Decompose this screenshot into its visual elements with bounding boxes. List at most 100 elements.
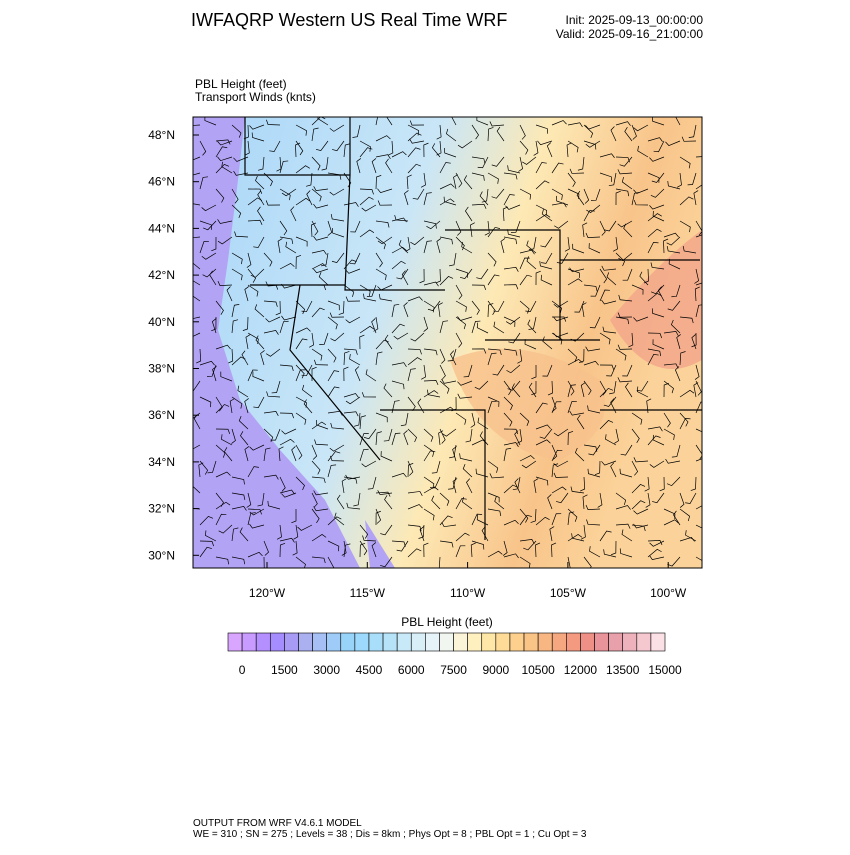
barb — [657, 286, 665, 302]
barb — [556, 492, 569, 504]
barb — [487, 303, 494, 318]
barb — [279, 320, 289, 334]
barb — [503, 194, 515, 206]
barb — [427, 300, 441, 311]
barb — [311, 307, 325, 318]
barb — [470, 542, 476, 558]
barb — [535, 213, 551, 222]
barb — [695, 401, 702, 414]
barb — [691, 334, 697, 350]
barb — [279, 262, 295, 270]
barb — [494, 496, 505, 510]
barb — [487, 492, 500, 503]
barb — [409, 120, 425, 126]
barb — [327, 410, 343, 416]
barb — [659, 476, 665, 492]
barb — [610, 398, 617, 414]
barb — [281, 188, 297, 197]
barb — [530, 508, 537, 523]
barb — [567, 268, 580, 278]
barb — [371, 542, 377, 558]
barb — [215, 428, 231, 435]
barb — [633, 188, 649, 194]
barb — [535, 402, 548, 414]
barb — [551, 513, 562, 526]
lon-label: 120°W — [249, 586, 286, 600]
barb — [487, 400, 497, 414]
barb — [609, 380, 617, 395]
barb — [359, 196, 374, 206]
barb — [427, 389, 441, 398]
barb — [346, 502, 361, 510]
barb — [439, 540, 454, 548]
barb — [238, 416, 249, 430]
barb — [487, 127, 494, 142]
barb — [407, 163, 421, 174]
barb — [688, 124, 697, 139]
barb — [679, 196, 694, 206]
barb — [503, 266, 519, 272]
barb — [295, 124, 307, 136]
barb — [502, 206, 508, 222]
barb — [466, 478, 473, 494]
color-swatch — [368, 632, 384, 652]
barb — [409, 138, 425, 144]
barb — [446, 128, 457, 142]
barb — [633, 200, 649, 206]
barb — [450, 350, 457, 366]
barb — [599, 420, 614, 430]
barb — [231, 268, 243, 281]
barb — [535, 542, 541, 558]
barb — [439, 364, 446, 380]
barb — [436, 238, 442, 254]
barb — [217, 140, 233, 146]
barb — [479, 191, 489, 206]
barb — [311, 117, 326, 126]
barb — [263, 172, 273, 187]
barb — [576, 414, 585, 430]
barb — [484, 220, 490, 236]
colorbar-label: 9000 — [482, 663, 509, 677]
barb — [311, 220, 319, 236]
barb — [525, 300, 537, 312]
barb — [695, 556, 702, 561]
barb — [519, 124, 526, 140]
barb — [503, 236, 518, 245]
barb — [691, 332, 697, 348]
barb — [327, 172, 342, 180]
barb — [586, 519, 601, 526]
lat-label: 30°N — [148, 548, 175, 562]
barb — [193, 262, 201, 270]
barb — [481, 188, 489, 203]
barb — [391, 260, 406, 270]
map-area — [193, 117, 702, 568]
barb — [695, 505, 702, 510]
barb — [455, 532, 470, 542]
barb — [676, 172, 682, 188]
color-swatch — [481, 632, 497, 652]
barb — [647, 332, 663, 339]
barb — [615, 348, 627, 361]
barb — [503, 172, 518, 180]
colorbar-label: 4500 — [356, 663, 383, 677]
barb — [199, 176, 209, 190]
barb — [606, 272, 617, 286]
barb — [603, 549, 617, 558]
barb — [375, 351, 383, 366]
barb — [290, 206, 297, 222]
barb — [338, 300, 345, 315]
barb — [380, 451, 393, 462]
barb — [431, 143, 441, 158]
barb — [359, 543, 366, 558]
barb — [331, 252, 345, 263]
colorbar-label: 7500 — [440, 663, 467, 677]
colorbar-label: 0 — [239, 663, 246, 677]
barb — [279, 160, 289, 174]
color-swatch — [650, 632, 666, 652]
barb — [585, 140, 601, 148]
barb — [281, 283, 297, 289]
barb — [249, 444, 265, 451]
barb — [423, 542, 429, 558]
barb — [503, 428, 519, 435]
barb — [439, 162, 451, 174]
